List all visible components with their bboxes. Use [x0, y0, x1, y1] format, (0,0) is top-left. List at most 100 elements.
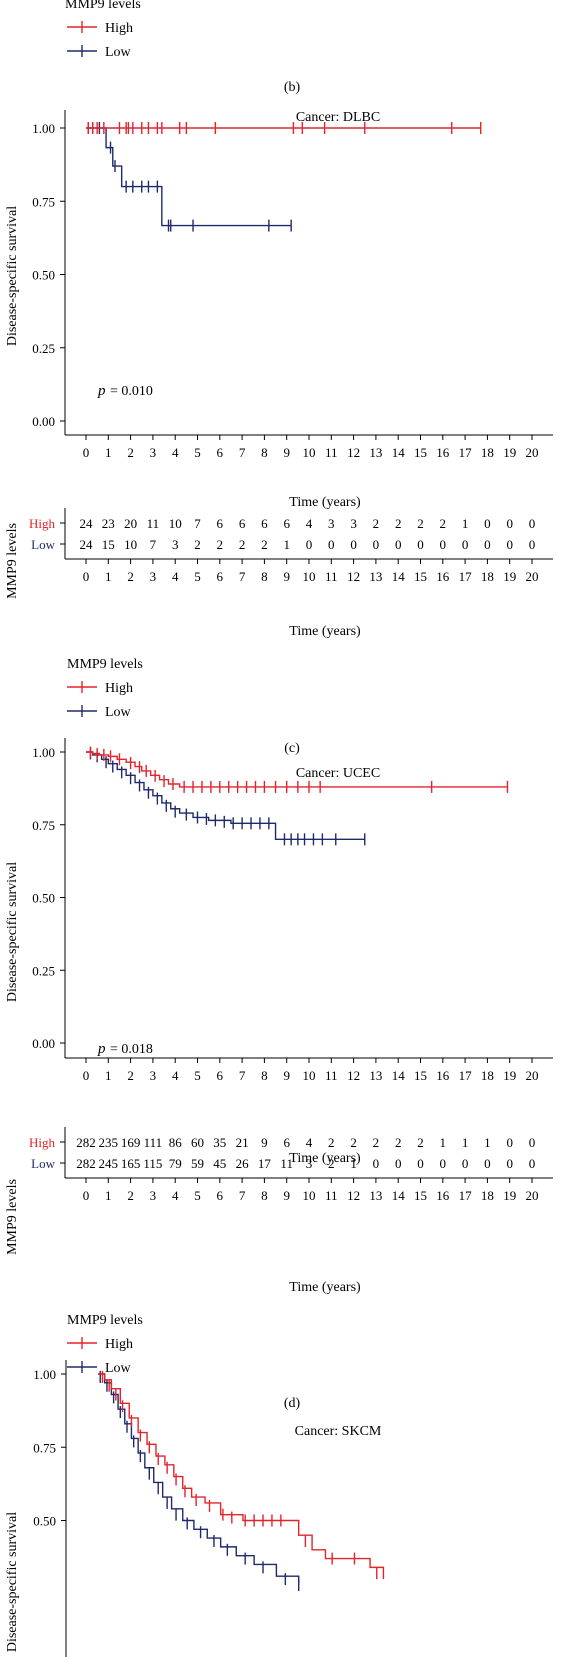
- risk-x-tick-label: 19: [503, 569, 516, 584]
- risk-cell: 2: [239, 537, 246, 552]
- risk-x-tick-label: 8: [261, 1188, 268, 1203]
- risk-cell: 0: [506, 537, 513, 552]
- x-tick-label: 9: [283, 445, 290, 460]
- risk-cell: 6: [283, 1135, 290, 1150]
- risk-cell: 2: [395, 1135, 402, 1150]
- x-tick-label: 16: [436, 1068, 450, 1083]
- risk-cell: 169: [121, 1135, 141, 1150]
- risk-x-tick-label: 20: [526, 1188, 539, 1203]
- y-tick-label: 0.00: [32, 414, 55, 429]
- risk-cell: 3: [172, 537, 179, 552]
- x-tick-label: 20: [526, 1068, 539, 1083]
- risk-cell: 0: [484, 537, 491, 552]
- risk-row-label-high: High: [29, 516, 56, 531]
- risk-cell: 282: [76, 1135, 96, 1150]
- risk-cell: 0: [462, 537, 469, 552]
- panel-ucec: Cancer: UCEC Disease-specific survival 1…: [5, 738, 553, 1411]
- risk-cell: 2: [395, 516, 402, 531]
- risk-cell: 0: [506, 516, 513, 531]
- risk-cell: 35: [213, 1135, 226, 1150]
- risk-cell: 45: [213, 1156, 226, 1171]
- legend-item-high: High: [67, 21, 133, 36]
- risk-table-ucec: High 282 235 169 111 86 60 35 21 9 6 4 2 2 2 2 2 1 1 1 0 0Low…: [29, 1127, 553, 1203]
- risk-cell: 0: [529, 516, 536, 531]
- risk-x-tick-label: 3: [150, 569, 157, 584]
- x-tick-label: 12: [347, 1068, 360, 1083]
- risk-cell: 0: [440, 537, 447, 552]
- risk-x-tick-label: 1: [105, 569, 112, 584]
- risk-cell: 26: [236, 1156, 250, 1171]
- risk-cell: 111: [144, 1135, 163, 1150]
- x-tick-label: 15: [414, 445, 427, 460]
- p-value: p = 0.018: [97, 1041, 153, 1057]
- risk-cell: 0: [395, 1156, 402, 1171]
- panel-skcm: Cancer: SKCM Disease-specific survival 1…: [5, 1360, 385, 1657]
- risk-cell: 60: [191, 1135, 204, 1150]
- risk-cell: 24: [80, 537, 94, 552]
- legend-low-label: Low: [105, 45, 132, 60]
- risk-cell: 2: [417, 1135, 424, 1150]
- risk-x-tick-label: 1: [105, 1188, 112, 1203]
- x-tick-label: 9: [283, 1068, 290, 1083]
- x-tick-label: 2: [127, 445, 134, 460]
- x-tick-label: 11: [325, 1068, 338, 1083]
- risk-cell: 0: [506, 1156, 513, 1171]
- risk-cell: 11: [280, 1156, 293, 1171]
- risk-x-tick-label: 4: [172, 1188, 179, 1203]
- risk-cell: 7: [194, 516, 201, 531]
- risk-x-tick-label: 15: [414, 569, 427, 584]
- risk-cell: 0: [529, 1135, 536, 1150]
- x-tick-label: 10: [303, 445, 316, 460]
- risk-cell: 59: [191, 1156, 204, 1171]
- x-tick-label: 0: [83, 445, 90, 460]
- risk-cell: 1: [484, 1135, 491, 1150]
- risk-cell: 0: [373, 1156, 380, 1171]
- x-tick-label: 20: [526, 445, 539, 460]
- x-tick-label: 11: [325, 445, 338, 460]
- risk-cell: 1: [350, 1156, 357, 1171]
- risk-cell: 6: [261, 516, 268, 531]
- risk-cell: 15: [102, 537, 115, 552]
- risk-cell: 0: [440, 1156, 447, 1171]
- x-axis-label: Time (years): [289, 495, 361, 510]
- survival-curve-high: [98, 1373, 385, 1580]
- y-tick-label: 0.25: [32, 963, 55, 978]
- y-tick-label: 0.50: [32, 891, 55, 906]
- x-axis-label: Time (years): [289, 1151, 361, 1166]
- risk-cell: 2: [417, 516, 424, 531]
- chart-title: Cancer: UCEC: [296, 766, 380, 781]
- risk-x-tick-label: 17: [459, 569, 473, 584]
- legend-title: MMP9 levels: [67, 1313, 143, 1328]
- panel-dlbc: Cancer: DLBC Disease-specific survival 1…: [5, 110, 553, 756]
- risk-cell: 0: [373, 537, 380, 552]
- x-tick-label: 17: [459, 445, 473, 460]
- risk-cell: 0: [529, 537, 536, 552]
- legend-title: MMP9 levels: [65, 0, 141, 12]
- y-tick-label: 0.75: [33, 1440, 56, 1455]
- x-tick-label: 2: [127, 1068, 134, 1083]
- x-tick-label: 4: [172, 1068, 179, 1083]
- risk-x-tick-label: 13: [369, 1188, 382, 1203]
- y-tick-label: 1.00: [32, 121, 55, 136]
- x-tick-label: 3: [150, 445, 157, 460]
- risk-row-label-low: Low: [31, 537, 55, 552]
- risk-x-tick-label: 5: [194, 569, 201, 584]
- risk-cell: 79: [169, 1156, 182, 1171]
- y-tick-label: 0.50: [33, 1514, 56, 1529]
- risk-x-tick-label: 11: [325, 1188, 338, 1203]
- risk-row-label-low: Low: [31, 1156, 55, 1171]
- legend-low-label: Low: [105, 1361, 132, 1376]
- risk-x-tick-label: 15: [414, 1188, 427, 1203]
- risk-cell: 0: [462, 1156, 469, 1171]
- x-tick-label: 13: [369, 445, 382, 460]
- risk-cell: 235: [99, 1135, 119, 1150]
- x-tick-label: 19: [503, 1068, 516, 1083]
- risk-cell: 1: [440, 1135, 447, 1150]
- risk-x-tick-label: 14: [392, 1188, 406, 1203]
- x-tick-label: 5: [194, 445, 201, 460]
- risk-cell: 282: [76, 1156, 96, 1171]
- x-tick-label: 4: [172, 445, 179, 460]
- risk-x-tick-label: 4: [172, 569, 179, 584]
